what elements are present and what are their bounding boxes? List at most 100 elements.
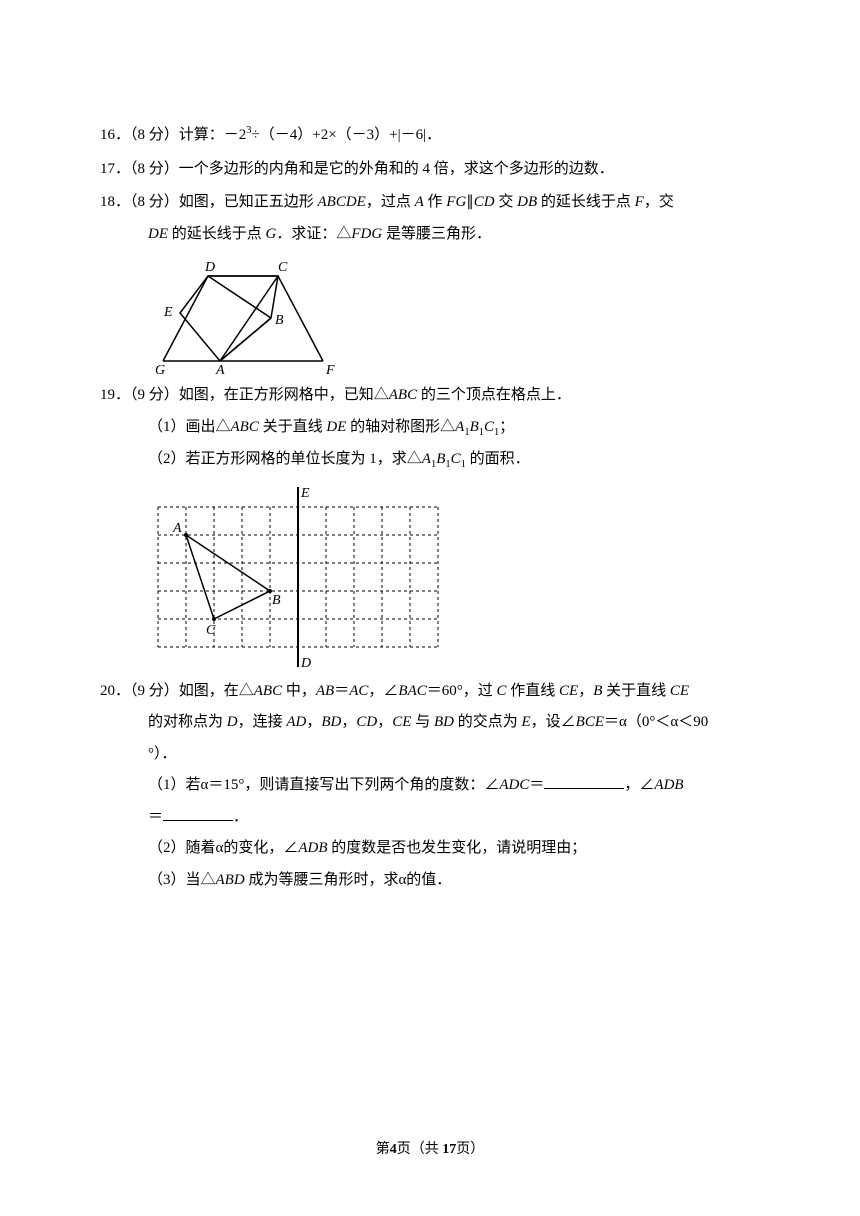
t: ADB bbox=[298, 840, 327, 856]
t: 中， bbox=[282, 683, 316, 699]
blank-adb bbox=[163, 806, 233, 821]
question-20: 20．（9 分）如图，在△ABC 中，AB＝AC，∠BAC＝60°，过 C 作直… bbox=[100, 676, 760, 897]
t: ，设∠ bbox=[531, 714, 576, 730]
t: 是等腰三角形． bbox=[382, 226, 491, 242]
t: （2）随着α的变化，∠ bbox=[148, 840, 298, 856]
t: 作直线 bbox=[507, 683, 560, 699]
t: °）． bbox=[148, 746, 177, 762]
svg-text:D: D bbox=[204, 260, 215, 275]
t: ∥ bbox=[466, 194, 474, 210]
q20-p1: （1）若α＝15°，则请直接写出下列两个角的度数：∠ADC＝ ，∠ADB bbox=[100, 770, 760, 802]
t: （1）若α＝15°，则请直接写出下列两个角的度数：∠ bbox=[148, 777, 499, 793]
q19-p1: （1）画出△ABC 关于直线 DE 的轴对称图形△A1B1C1； bbox=[100, 412, 760, 444]
t: 18．（8 分）如图，已知正五边形 bbox=[100, 194, 318, 210]
t: ABC bbox=[254, 683, 282, 699]
t: ． bbox=[233, 809, 248, 825]
t: B bbox=[470, 419, 479, 435]
q17-text: 17．（8 分）一个多边形的内角和是它的外角和的 4 倍，求这个多边形的边数． bbox=[100, 154, 760, 186]
t: 与 bbox=[411, 714, 434, 730]
t: CE bbox=[392, 714, 411, 730]
t: ， bbox=[341, 714, 356, 730]
svg-text:A: A bbox=[172, 521, 182, 536]
q18-figure: D C E B G A F bbox=[148, 256, 760, 376]
t: AC bbox=[349, 683, 368, 699]
t: BD bbox=[434, 714, 454, 730]
t: 的轴对称图形△ bbox=[346, 419, 455, 435]
question-18: 18．（8 分）如图，已知正五边形 ABCDE，过点 A 作 FG∥CD 交 D… bbox=[100, 187, 760, 376]
svg-text:E: E bbox=[300, 486, 310, 501]
t: A bbox=[422, 451, 431, 467]
t: ， bbox=[306, 714, 321, 730]
t: BAC bbox=[398, 683, 426, 699]
t: 的面积． bbox=[466, 451, 530, 467]
t: AB bbox=[316, 683, 334, 699]
t: （2）若正方形网格的单位长度为 1，求△ bbox=[148, 451, 422, 467]
t: ＝60°，过 bbox=[427, 683, 497, 699]
q20-line3: °）． bbox=[100, 739, 760, 771]
t: 页） bbox=[456, 1142, 484, 1157]
t: （3）当△ bbox=[148, 872, 216, 888]
blank-adc bbox=[544, 774, 624, 789]
svg-text:F: F bbox=[325, 363, 335, 376]
t: 作 bbox=[424, 194, 447, 210]
t: D bbox=[227, 714, 238, 730]
q18-line1: 18．（8 分）如图，已知正五边形 ABCDE，过点 A 作 FG∥CD 交 D… bbox=[100, 187, 760, 219]
q16-post: ÷（－4）+2×（－3）+|－6|． bbox=[252, 127, 442, 143]
svg-text:B: B bbox=[272, 593, 281, 608]
t: ABC bbox=[231, 419, 259, 435]
t: E bbox=[521, 714, 530, 730]
t: ， bbox=[377, 714, 392, 730]
t: 关于直线 bbox=[602, 683, 670, 699]
t: A bbox=[455, 419, 464, 435]
t: FG bbox=[446, 194, 466, 210]
q19-p2: （2）若正方形网格的单位长度为 1，求△A1B1C1 的面积． bbox=[100, 444, 760, 476]
t: FDG bbox=[351, 226, 382, 242]
page-number: 4 bbox=[390, 1142, 397, 1157]
t: CE bbox=[559, 683, 578, 699]
q20-line1: 20．（9 分）如图，在△ABC 中，AB＝AC，∠BAC＝60°，过 C 作直… bbox=[100, 676, 760, 708]
svg-text:C: C bbox=[278, 260, 288, 275]
svg-text:G: G bbox=[155, 363, 165, 376]
q18-line2: DE 的延长线于点 G．求证：△FDG 是等腰三角形． bbox=[100, 219, 760, 251]
t: 页（共 bbox=[397, 1142, 443, 1157]
t: BCE bbox=[576, 714, 604, 730]
t: G bbox=[266, 226, 277, 242]
t: DB bbox=[517, 194, 537, 210]
t: C bbox=[451, 451, 461, 467]
t: 第 bbox=[376, 1142, 390, 1157]
t: 的对称点为 bbox=[148, 714, 227, 730]
question-17: 17．（8 分）一个多边形的内角和是它的外角和的 4 倍，求这个多边形的边数． bbox=[100, 154, 760, 186]
question-16: 16．（8 分）计算：－23÷（－4）+2×（－3）+|－6|． bbox=[100, 120, 760, 152]
t: AD bbox=[286, 714, 306, 730]
pentagon-diagram: D C E B G A F bbox=[148, 256, 358, 376]
q20-p3: （3）当△ABD 成为等腰三角形时，求α的值． bbox=[100, 865, 760, 897]
t: ， bbox=[578, 683, 593, 699]
t: CE bbox=[670, 683, 689, 699]
page-footer: 第4页（共 17页） bbox=[0, 1135, 860, 1164]
t: ，∠ bbox=[624, 777, 654, 793]
t: CD bbox=[356, 714, 377, 730]
t: （1）画出△ bbox=[148, 419, 231, 435]
t: ，∠ bbox=[368, 683, 398, 699]
t: 的延长线于点 bbox=[168, 226, 266, 242]
t: C bbox=[497, 683, 507, 699]
svg-text:E: E bbox=[163, 305, 173, 320]
q20-p2: （2）随着α的变化，∠ADB 的度数是否也发生变化，请说明理由； bbox=[100, 833, 760, 865]
t: BD bbox=[321, 714, 341, 730]
t: 的交点为 bbox=[454, 714, 522, 730]
t: ＝ bbox=[529, 777, 544, 793]
t: 19．（9 分）如图，在正方形网格中，已知△ bbox=[100, 387, 389, 403]
t: 交 bbox=[495, 194, 518, 210]
t: ABC bbox=[389, 387, 417, 403]
t: 关于直线 bbox=[259, 419, 327, 435]
t: F bbox=[635, 194, 644, 210]
q19-line1: 19．（9 分）如图，在正方形网格中，已知△ABC 的三个顶点在格点上． bbox=[100, 380, 760, 412]
t: ＝ bbox=[148, 809, 163, 825]
t: ADC bbox=[499, 777, 529, 793]
q16-pre: 16．（8 分）计算：－2 bbox=[100, 127, 246, 143]
svg-text:A: A bbox=[215, 363, 225, 376]
t: 20．（9 分）如图，在△ bbox=[100, 683, 254, 699]
t: 的延长线于点 bbox=[537, 194, 635, 210]
t: ADB bbox=[654, 777, 683, 793]
q19-figure: E A B C D bbox=[148, 482, 760, 672]
